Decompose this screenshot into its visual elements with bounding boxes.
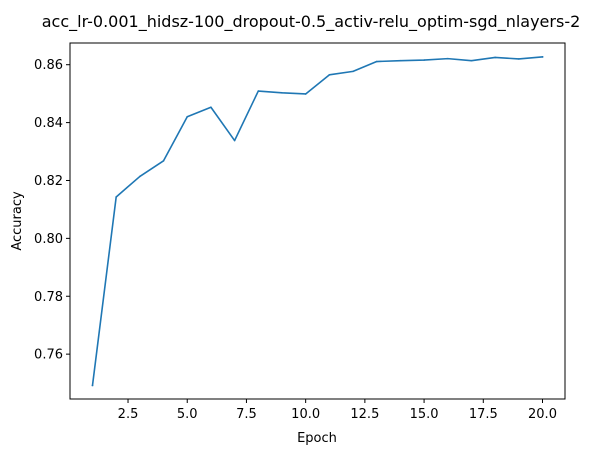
data-point bbox=[352, 70, 354, 73]
data-point bbox=[257, 90, 260, 92]
x-tick-label: 5.0 bbox=[177, 407, 198, 422]
x-tick-label: 10.0 bbox=[291, 407, 320, 422]
y-tick-label: 0.76 bbox=[34, 348, 63, 363]
data-point bbox=[186, 116, 189, 118]
x-tick-label: 7.5 bbox=[236, 407, 257, 422]
data-point bbox=[399, 59, 402, 62]
y-tick-label: 0.82 bbox=[34, 174, 63, 189]
y-axis: 0.76 0.78 0.80 0.82 0.84 0.86 bbox=[34, 58, 70, 363]
x-axis: 2.5 5.0 7.5 10.0 12.5 15.0 17.5 20.0 bbox=[118, 399, 557, 422]
chart-title: acc_lr-0.001_hidsz-100_dropout-0.5_activ… bbox=[42, 12, 581, 32]
data-point bbox=[494, 56, 496, 59]
x-tick-label: 12.5 bbox=[350, 407, 379, 422]
y-tick-label: 0.80 bbox=[34, 232, 63, 247]
x-tick-label: 20.0 bbox=[528, 407, 557, 422]
data-point bbox=[91, 384, 94, 387]
data-point bbox=[281, 91, 283, 94]
y-axis-label: Accuracy bbox=[10, 191, 25, 251]
y-tick-label: 0.84 bbox=[34, 116, 63, 131]
y-tick-label: 0.78 bbox=[34, 290, 63, 305]
x-tick-label: 15.0 bbox=[410, 407, 439, 422]
x-tick-label: 17.5 bbox=[469, 407, 498, 422]
data-point bbox=[115, 196, 117, 198]
data-point bbox=[210, 106, 212, 109]
x-axis-label: Epoch bbox=[297, 431, 337, 446]
data-point bbox=[446, 57, 449, 60]
data-point bbox=[470, 59, 473, 62]
series-layer bbox=[91, 56, 544, 387]
data-point bbox=[541, 56, 544, 58]
data-point bbox=[304, 93, 307, 95]
data-point bbox=[423, 59, 425, 61]
plot-frame bbox=[69, 42, 566, 400]
data-point bbox=[162, 159, 165, 162]
data-point bbox=[139, 175, 141, 178]
x-tick-label: 2.5 bbox=[118, 407, 139, 422]
data-point bbox=[328, 74, 331, 76]
data-point bbox=[375, 60, 378, 63]
data-point bbox=[518, 58, 520, 60]
accuracy-series-line bbox=[91, 56, 544, 387]
y-tick-label: 0.86 bbox=[34, 58, 63, 73]
data-point bbox=[233, 139, 236, 142]
